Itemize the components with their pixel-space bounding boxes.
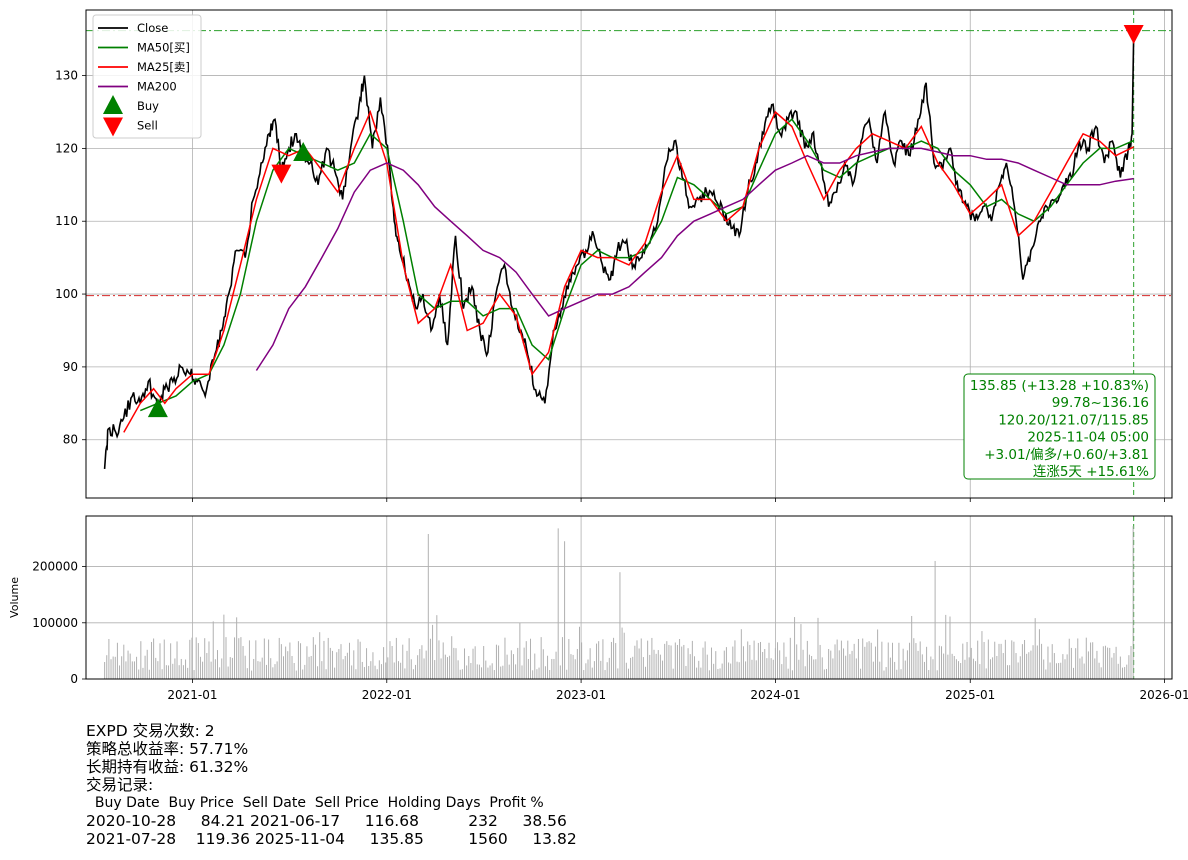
legend-label: MA25[卖]	[137, 60, 190, 74]
x-tick-label: 2024-01	[750, 688, 800, 702]
legend-box	[92, 14, 202, 139]
series-line-MA200	[255, 147, 1134, 371]
y-tick-label: 200000	[32, 560, 78, 574]
legend-label: MA50[买]	[137, 41, 190, 55]
info-box: 135.85 (+13.28 +10.83%)99.78~136.16120.2…	[963, 373, 1156, 480]
summary-line: EXPD 交易次数: 2	[86, 722, 215, 740]
price-panel: 80 90 100 110 120 130	[55, 9, 1173, 502]
x-tick-label: 2025-01	[945, 688, 995, 702]
trade-table-row: 2021-07-28 119.36 2025-11-04 135.85 1560…	[86, 830, 577, 848]
x-tick-label: 2021-01	[167, 688, 217, 702]
legend-label: Buy	[137, 99, 159, 113]
trade-table-row: 2020-10-28 84.21 2021-06-17 116.68 232 3…	[86, 812, 567, 830]
trade-table-header: Buy Date Buy Price Sell Date Sell Price …	[86, 795, 544, 811]
sell-marker	[271, 164, 292, 184]
x-tick-label: 2026-01	[1139, 688, 1188, 702]
info-line: 135.85 (+13.28 +10.83%)	[970, 378, 1149, 394]
volume-plot-frame	[85, 515, 1173, 680]
legend-label: Close	[137, 21, 168, 35]
legend-swatch	[103, 117, 123, 137]
price-plot-frame	[85, 9, 1173, 499]
legend-label: MA200	[137, 80, 177, 94]
y-tick-label: 90	[63, 360, 78, 374]
buy-marker	[293, 142, 314, 162]
y-tick-label: 0	[70, 672, 78, 686]
y-tick-label: 120	[55, 141, 78, 155]
volume-panel: 2021-01 2022-01 2023-01 2024-01 2025-01 2026-…	[8, 515, 1188, 702]
y-tick-label: 130	[55, 69, 78, 83]
sell-marker	[1123, 24, 1144, 44]
info-line: 99.78~136.16	[1052, 395, 1149, 411]
buy-marker	[147, 398, 168, 418]
trade-summary: EXPD 交易次数: 2 策略总收益率: 57.71% 长期持有收益: 61.3…	[86, 722, 577, 848]
info-line: 连涨5天 +15.61%	[1033, 464, 1149, 480]
info-line: 2025-11-04 05:00	[1027, 430, 1149, 446]
legend-label: Sell	[137, 119, 158, 133]
info-line: 120.20/121.07/115.85	[998, 412, 1149, 428]
summary-line: 交易记录:	[86, 776, 154, 794]
y-tick-label: 100	[55, 287, 78, 301]
volume-axis-label: Volume	[8, 577, 21, 618]
summary-line: 策略总收益率: 57.71%	[86, 740, 249, 758]
series-line-MA25[卖]	[123, 109, 1135, 433]
y-tick-label: 80	[63, 433, 78, 447]
summary-line: 长期持有收益: 61.32%	[86, 758, 249, 776]
info-box-frame	[963, 373, 1156, 480]
legend-swatch	[103, 95, 123, 114]
x-tick-label: 2023-01	[556, 688, 606, 702]
info-line: +3.01/偏多/+0.60/+3.81	[984, 446, 1149, 463]
legend: Close MA50[买] MA25[卖] MA200 Buy Sell	[92, 14, 202, 139]
x-tick-label: 2022-01	[362, 688, 412, 702]
y-tick-label: 110	[55, 214, 78, 228]
y-tick-label: 100000	[32, 616, 78, 630]
